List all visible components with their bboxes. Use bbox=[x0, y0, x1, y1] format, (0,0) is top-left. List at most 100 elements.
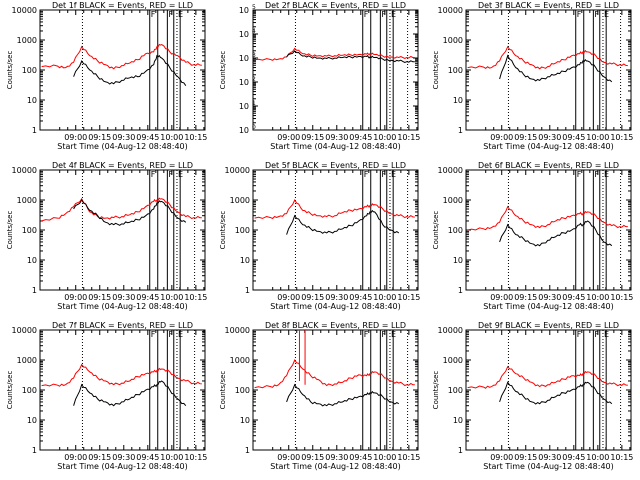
panel-3f: Det 3f BLACK = Events, RED = LLD 1 10 100 10… bbox=[432, 1, 633, 151]
y-tick-label: 1 bbox=[32, 446, 37, 455]
events-line bbox=[73, 199, 187, 226]
y-axis-label: Counts/sec bbox=[219, 371, 227, 410]
events-line bbox=[73, 54, 187, 86]
y-tick-label: 1000 bbox=[17, 36, 37, 45]
y-tick-label: 100 bbox=[22, 66, 37, 75]
lld-line bbox=[41, 197, 202, 222]
x-tick-label: 10:15 bbox=[397, 133, 420, 142]
x-tick-label: 09:30 bbox=[112, 293, 135, 302]
events-line bbox=[286, 50, 415, 64]
flag-label: F bbox=[168, 170, 173, 179]
x-tick-label: 10:00 bbox=[160, 133, 183, 142]
x-tick-label: 09:15 bbox=[301, 453, 324, 462]
x-axis-label: Start Time (04-Aug-12 08:48:40) bbox=[270, 462, 401, 471]
x-axis-label: Start Time (04-Aug-12 08:48:40) bbox=[57, 302, 188, 311]
y-tick-label: 10 bbox=[239, 102, 249, 111]
lld-line bbox=[41, 43, 202, 70]
x-tick-label: 09:30 bbox=[538, 293, 561, 302]
x-tick-label: 09:00 bbox=[490, 453, 513, 462]
x-tick-label: 10:15 bbox=[184, 293, 207, 302]
lld-line bbox=[467, 365, 628, 389]
x-tick-label: 09:00 bbox=[64, 133, 87, 142]
y-tick-label: 1 bbox=[245, 286, 250, 295]
x-tick-label: 10:15 bbox=[184, 133, 207, 142]
flag-label: E bbox=[391, 10, 396, 19]
y-axis-label: Counts/sec bbox=[6, 211, 14, 250]
x-tick-label: 10:00 bbox=[160, 293, 183, 302]
x-tick-label: 09:45 bbox=[349, 453, 372, 462]
x-tick-label: 10:00 bbox=[373, 293, 396, 302]
x-tick-label: 09:30 bbox=[112, 453, 135, 462]
y-axis-label: Counts/sec bbox=[219, 51, 227, 90]
y-tick-label: 1 bbox=[458, 446, 463, 455]
lld-line bbox=[254, 358, 415, 389]
x-tick-label: 10:00 bbox=[160, 453, 183, 462]
lld-line bbox=[254, 47, 415, 61]
flag-label: F bbox=[168, 330, 173, 339]
y-tick-label: 10 bbox=[239, 126, 249, 135]
y-tick-label: 1 bbox=[458, 126, 463, 135]
y-tick-label: 1000 bbox=[443, 36, 463, 45]
flag-label: F bbox=[168, 10, 173, 19]
x-tick-label: 09:30 bbox=[112, 133, 135, 142]
x-tick-label: 09:30 bbox=[538, 133, 561, 142]
lld-spike bbox=[298, 330, 306, 385]
y-tick-label: 100 bbox=[235, 386, 250, 395]
x-tick-label: 09:15 bbox=[514, 133, 537, 142]
flag-label: F bbox=[594, 10, 599, 19]
x-tick-label: 10:00 bbox=[586, 293, 609, 302]
y-tick-exponent: 1 bbox=[252, 100, 256, 107]
x-tick-label: 09:15 bbox=[88, 453, 111, 462]
x-tick-label: 09:15 bbox=[514, 293, 537, 302]
events-line bbox=[286, 209, 400, 235]
panel-title: Det 2f BLACK = Events, RED = LLD bbox=[265, 1, 406, 10]
events-line bbox=[499, 54, 613, 83]
y-tick-label: 100 bbox=[448, 386, 463, 395]
y-tick-label: 10 bbox=[27, 416, 37, 425]
events-line bbox=[499, 381, 613, 405]
events-line bbox=[286, 383, 400, 407]
x-tick-label: 09:45 bbox=[562, 133, 585, 142]
y-tick-label: 10000 bbox=[12, 166, 37, 175]
panel-title: Det 4f BLACK = Events, RED = LLD bbox=[52, 161, 193, 170]
flag-label: F bbox=[381, 170, 386, 179]
y-tick-exponent: 5 bbox=[252, 4, 256, 11]
panel-title: Det 5f BLACK = Events, RED = LLD bbox=[265, 161, 406, 170]
x-tick-label: 09:45 bbox=[562, 293, 585, 302]
x-tick-label: 10:00 bbox=[373, 453, 396, 462]
x-axis-label: Start Time (04-Aug-12 08:48:40) bbox=[57, 462, 188, 471]
flag-label: F bbox=[381, 10, 386, 19]
y-axis-label: Counts/sec bbox=[6, 371, 14, 410]
flag-label: F bbox=[577, 330, 582, 339]
x-axis-label: Start Time (04-Aug-12 08:48:40) bbox=[270, 142, 401, 151]
panel-6f: Det 6f BLACK = Events, RED = LLD 1 10 100 10… bbox=[432, 161, 633, 311]
y-tick-label: 10 bbox=[240, 256, 250, 265]
flag-label: E bbox=[604, 10, 609, 19]
x-tick-label: 09:00 bbox=[490, 293, 513, 302]
y-tick-exponent: 2 bbox=[252, 76, 256, 83]
x-tick-label: 10:15 bbox=[397, 293, 420, 302]
x-tick-label: 10:00 bbox=[586, 453, 609, 462]
panel-title: Det 7f BLACK = Events, RED = LLD bbox=[52, 321, 193, 330]
y-tick-label: 10000 bbox=[225, 166, 250, 175]
x-tick-label: 09:15 bbox=[88, 293, 111, 302]
flag-label: F bbox=[577, 10, 582, 19]
y-tick-label: 100 bbox=[235, 226, 250, 235]
x-tick-label: 09:45 bbox=[562, 453, 585, 462]
panel-title: Det 6f BLACK = Events, RED = LLD bbox=[478, 161, 619, 170]
x-tick-label: 09:30 bbox=[325, 453, 348, 462]
lld-line bbox=[254, 198, 415, 220]
events-line bbox=[73, 380, 187, 407]
panel-9f: Det 9f BLACK = Events, RED = LLD 1 10 100 10… bbox=[432, 321, 633, 471]
y-tick-label: 10 bbox=[27, 96, 37, 105]
y-tick-label: 1 bbox=[32, 286, 37, 295]
y-tick-label: 10000 bbox=[12, 6, 37, 15]
x-tick-label: 09:00 bbox=[277, 453, 300, 462]
flag-label: F bbox=[594, 170, 599, 179]
x-tick-label: 09:00 bbox=[490, 133, 513, 142]
panel-title: Det 1f BLACK = Events, RED = LLD bbox=[52, 1, 193, 10]
x-tick-label: 09:30 bbox=[325, 133, 348, 142]
panel-4f: Det 4f BLACK = Events, RED = LLD 1 10 100 10… bbox=[6, 161, 207, 311]
flag-label: F bbox=[594, 330, 599, 339]
y-axis-label: Counts/sec bbox=[432, 211, 440, 250]
